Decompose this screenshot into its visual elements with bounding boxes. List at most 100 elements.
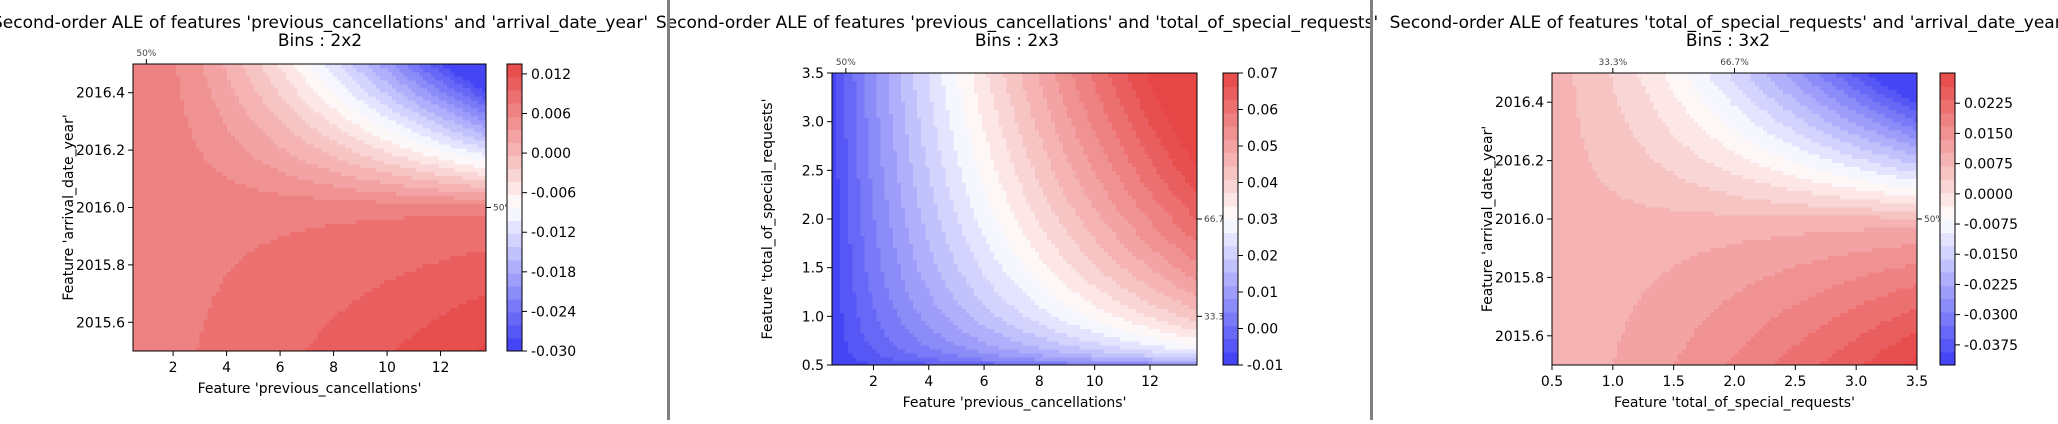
heatmap-cell [368,335,373,340]
heatmap-cell [391,295,397,300]
heatmap-cell [325,331,330,336]
heatmap-cell [207,211,213,217]
heatmap-cell [274,183,279,189]
heatmap-cell [164,115,169,121]
heatmap-cell [164,291,169,296]
heatmap-cell [160,71,165,77]
heatmap-cell [297,287,303,292]
heatmap-cell [180,99,185,105]
heatmap-cell [387,315,393,320]
heatmap-cell [180,295,185,300]
heatmap-cell [234,259,240,264]
heatmap-cell [164,323,169,328]
heatmap-cell [356,327,362,332]
heatmap-cell [380,219,385,225]
heatmap-cell [391,127,397,133]
heatmap-cell [148,207,154,213]
heatmap-cell [223,295,228,300]
heatmap-cell [172,159,177,165]
heatmap-cell [313,95,318,101]
heatmap-cell [133,107,138,113]
heatmap-cell [293,251,299,256]
heatmap-cell [160,315,165,320]
heatmap-cell [344,311,350,316]
heatmap-cell [344,103,350,109]
heatmap-cell [242,139,248,145]
heatmap-cell [152,259,158,264]
heatmap-cell [136,183,142,189]
heatmap-cell [144,103,150,109]
heatmap-cell [136,247,142,252]
heatmap-cell [278,295,283,300]
heatmap-cell [144,64,150,69]
heatmap-cell [250,155,256,161]
heatmap-cell [395,147,401,153]
heatmap-cell [250,199,256,205]
heatmap-cell [364,179,369,185]
heatmap-cell [176,347,181,352]
heatmap-cell [140,303,146,308]
heatmap-cell [231,91,236,97]
heatmap-cell [282,143,287,149]
heatmap-cell [144,255,150,260]
heatmap-cell [250,71,256,77]
heatmap-cell [282,291,287,296]
heatmap-cell [282,319,287,324]
heatmap-cell [364,315,369,320]
heatmap-cell [387,175,393,181]
heatmap-cell [356,163,362,169]
heatmap-cell [344,64,350,69]
heatmap-cell [297,251,303,256]
heatmap-cell [274,139,279,145]
heatmap-cell [348,139,354,145]
heatmap-cell [242,235,248,240]
heatmap-cell [176,331,181,336]
heatmap-cell [191,299,197,304]
heatmap-cell [203,219,209,225]
heatmap-cell [172,155,177,161]
heatmap-cell [246,343,252,348]
heatmap-cell [136,339,142,344]
heatmap-cell [152,183,158,189]
heatmap-cell [231,191,236,197]
heatmap-cell [356,183,362,189]
heatmap-cell [133,87,138,93]
heatmap-cell [231,175,236,181]
heatmap-cell [234,223,240,229]
heatmap-cell [372,83,377,89]
heatmap-cell [199,283,205,288]
heatmap-cell [168,243,173,248]
heatmap-cell [270,83,275,89]
heatmap-cell [238,319,244,324]
heatmap-cell [223,307,228,312]
heatmap-cell [344,239,350,244]
heatmap-cell [364,339,369,344]
heatmap-cell [301,87,307,93]
heatmap-cell [168,195,173,201]
heatmap-cell [183,215,189,221]
heatmap-cell [372,135,377,141]
heatmap-cell [352,247,358,252]
heatmap-cell [372,291,377,296]
heatmap-cell [289,227,295,233]
heatmap-cell [133,187,138,193]
heatmap-cell [333,103,338,109]
heatmap-cell [305,111,311,117]
heatmap-cell [372,215,377,221]
heatmap-cell [301,199,307,205]
heatmap-cell [399,187,405,193]
heatmap-cell [203,255,209,260]
heatmap-cell [262,95,267,101]
heatmap-cell [219,319,224,324]
heatmap-cell [348,115,354,121]
heatmap-cell [152,99,158,105]
heatmap-cell [160,207,165,213]
heatmap-cell [352,295,358,300]
heatmap-cell [219,163,224,169]
heatmap-cell [203,271,209,276]
heatmap-cell [133,151,138,157]
heatmap-cell [270,215,275,221]
heatmap-cell [223,339,228,344]
heatmap-cell [180,235,185,240]
heatmap-cell [183,319,189,324]
